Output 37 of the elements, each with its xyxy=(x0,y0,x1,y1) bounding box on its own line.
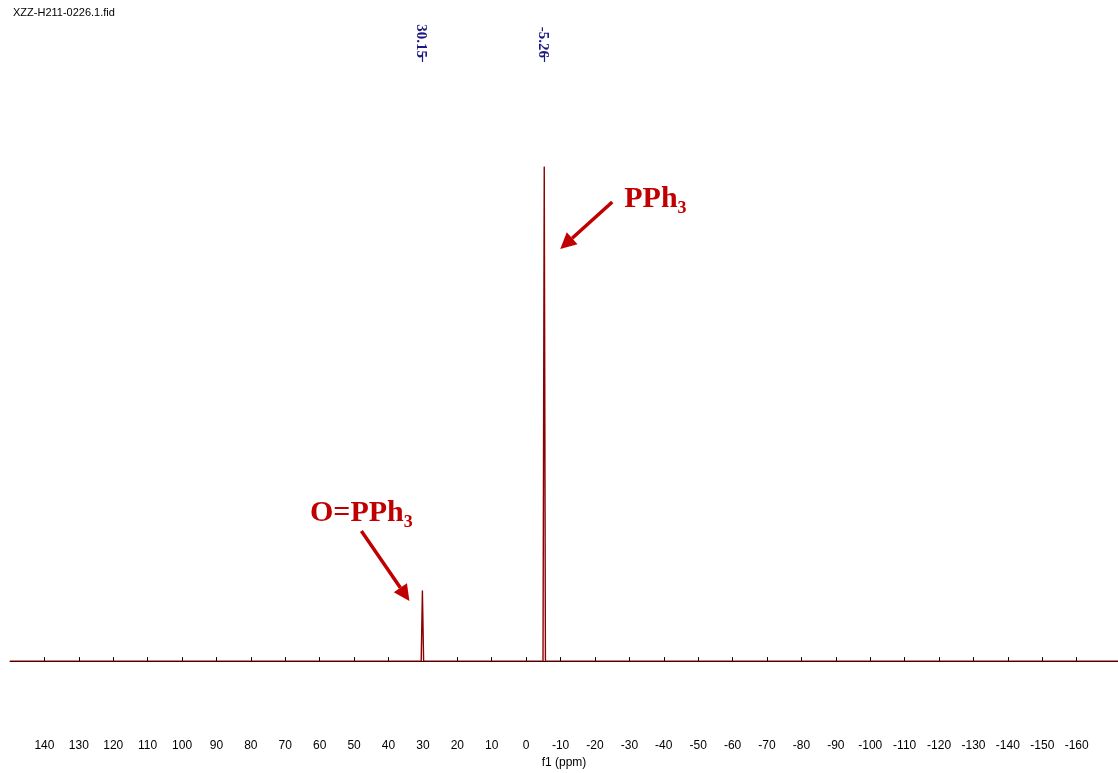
x-tick-label: -20 xyxy=(586,738,604,753)
x-tick-label: -160 xyxy=(1064,738,1090,753)
x-tick-label: -140 xyxy=(995,738,1021,753)
x-tick-label: 30 xyxy=(416,738,430,753)
x-tick-label: 80 xyxy=(244,738,258,753)
x-tick-label: 110 xyxy=(138,738,158,753)
x-tick-label: 20 xyxy=(450,738,465,753)
x-tick-label: -150 xyxy=(1030,738,1055,753)
x-tick-label: 90 xyxy=(209,738,224,753)
x-tick-label: -60 xyxy=(723,738,742,753)
x-tick-label: -70 xyxy=(758,738,777,753)
x-tick-label: -50 xyxy=(689,738,708,753)
x-tick-label: -120 xyxy=(927,738,952,753)
x2-tick-label: 30.15 xyxy=(414,24,431,58)
x-tick-label: 50 xyxy=(347,738,362,753)
annotation: PPh₃ xyxy=(624,180,687,213)
x-tick-label: 60 xyxy=(313,738,327,753)
x-tick-label: 130 xyxy=(68,738,90,753)
x-tick-label: -110 xyxy=(893,738,917,753)
x-axis-title: f1 (ppm) xyxy=(541,755,587,769)
x-tick-label: -80 xyxy=(792,738,811,753)
x-tick-label: -10 xyxy=(551,738,570,753)
x-tick-label: 40 xyxy=(381,738,396,753)
x-tick-label: -30 xyxy=(620,738,639,753)
x-tick-label: -40 xyxy=(655,738,673,753)
text: XZZ-H211-0226.1.fid xyxy=(13,6,115,18)
x-tick-label: 0 xyxy=(522,738,530,753)
x-tick-label: 120 xyxy=(103,738,124,753)
x-tick-label: -90 xyxy=(827,738,845,753)
x-tick-label: 70 xyxy=(278,738,293,753)
x-tick-label: -100 xyxy=(858,738,883,753)
x2-tick-label: -5.26 xyxy=(536,26,553,59)
x-tick-label: 100 xyxy=(172,738,193,753)
x-tick-label: -130 xyxy=(961,738,986,753)
x-tick-label: 140 xyxy=(34,738,55,753)
x-tick-label: 10 xyxy=(485,738,499,753)
annotation: O=PPh₃ xyxy=(310,493,413,527)
